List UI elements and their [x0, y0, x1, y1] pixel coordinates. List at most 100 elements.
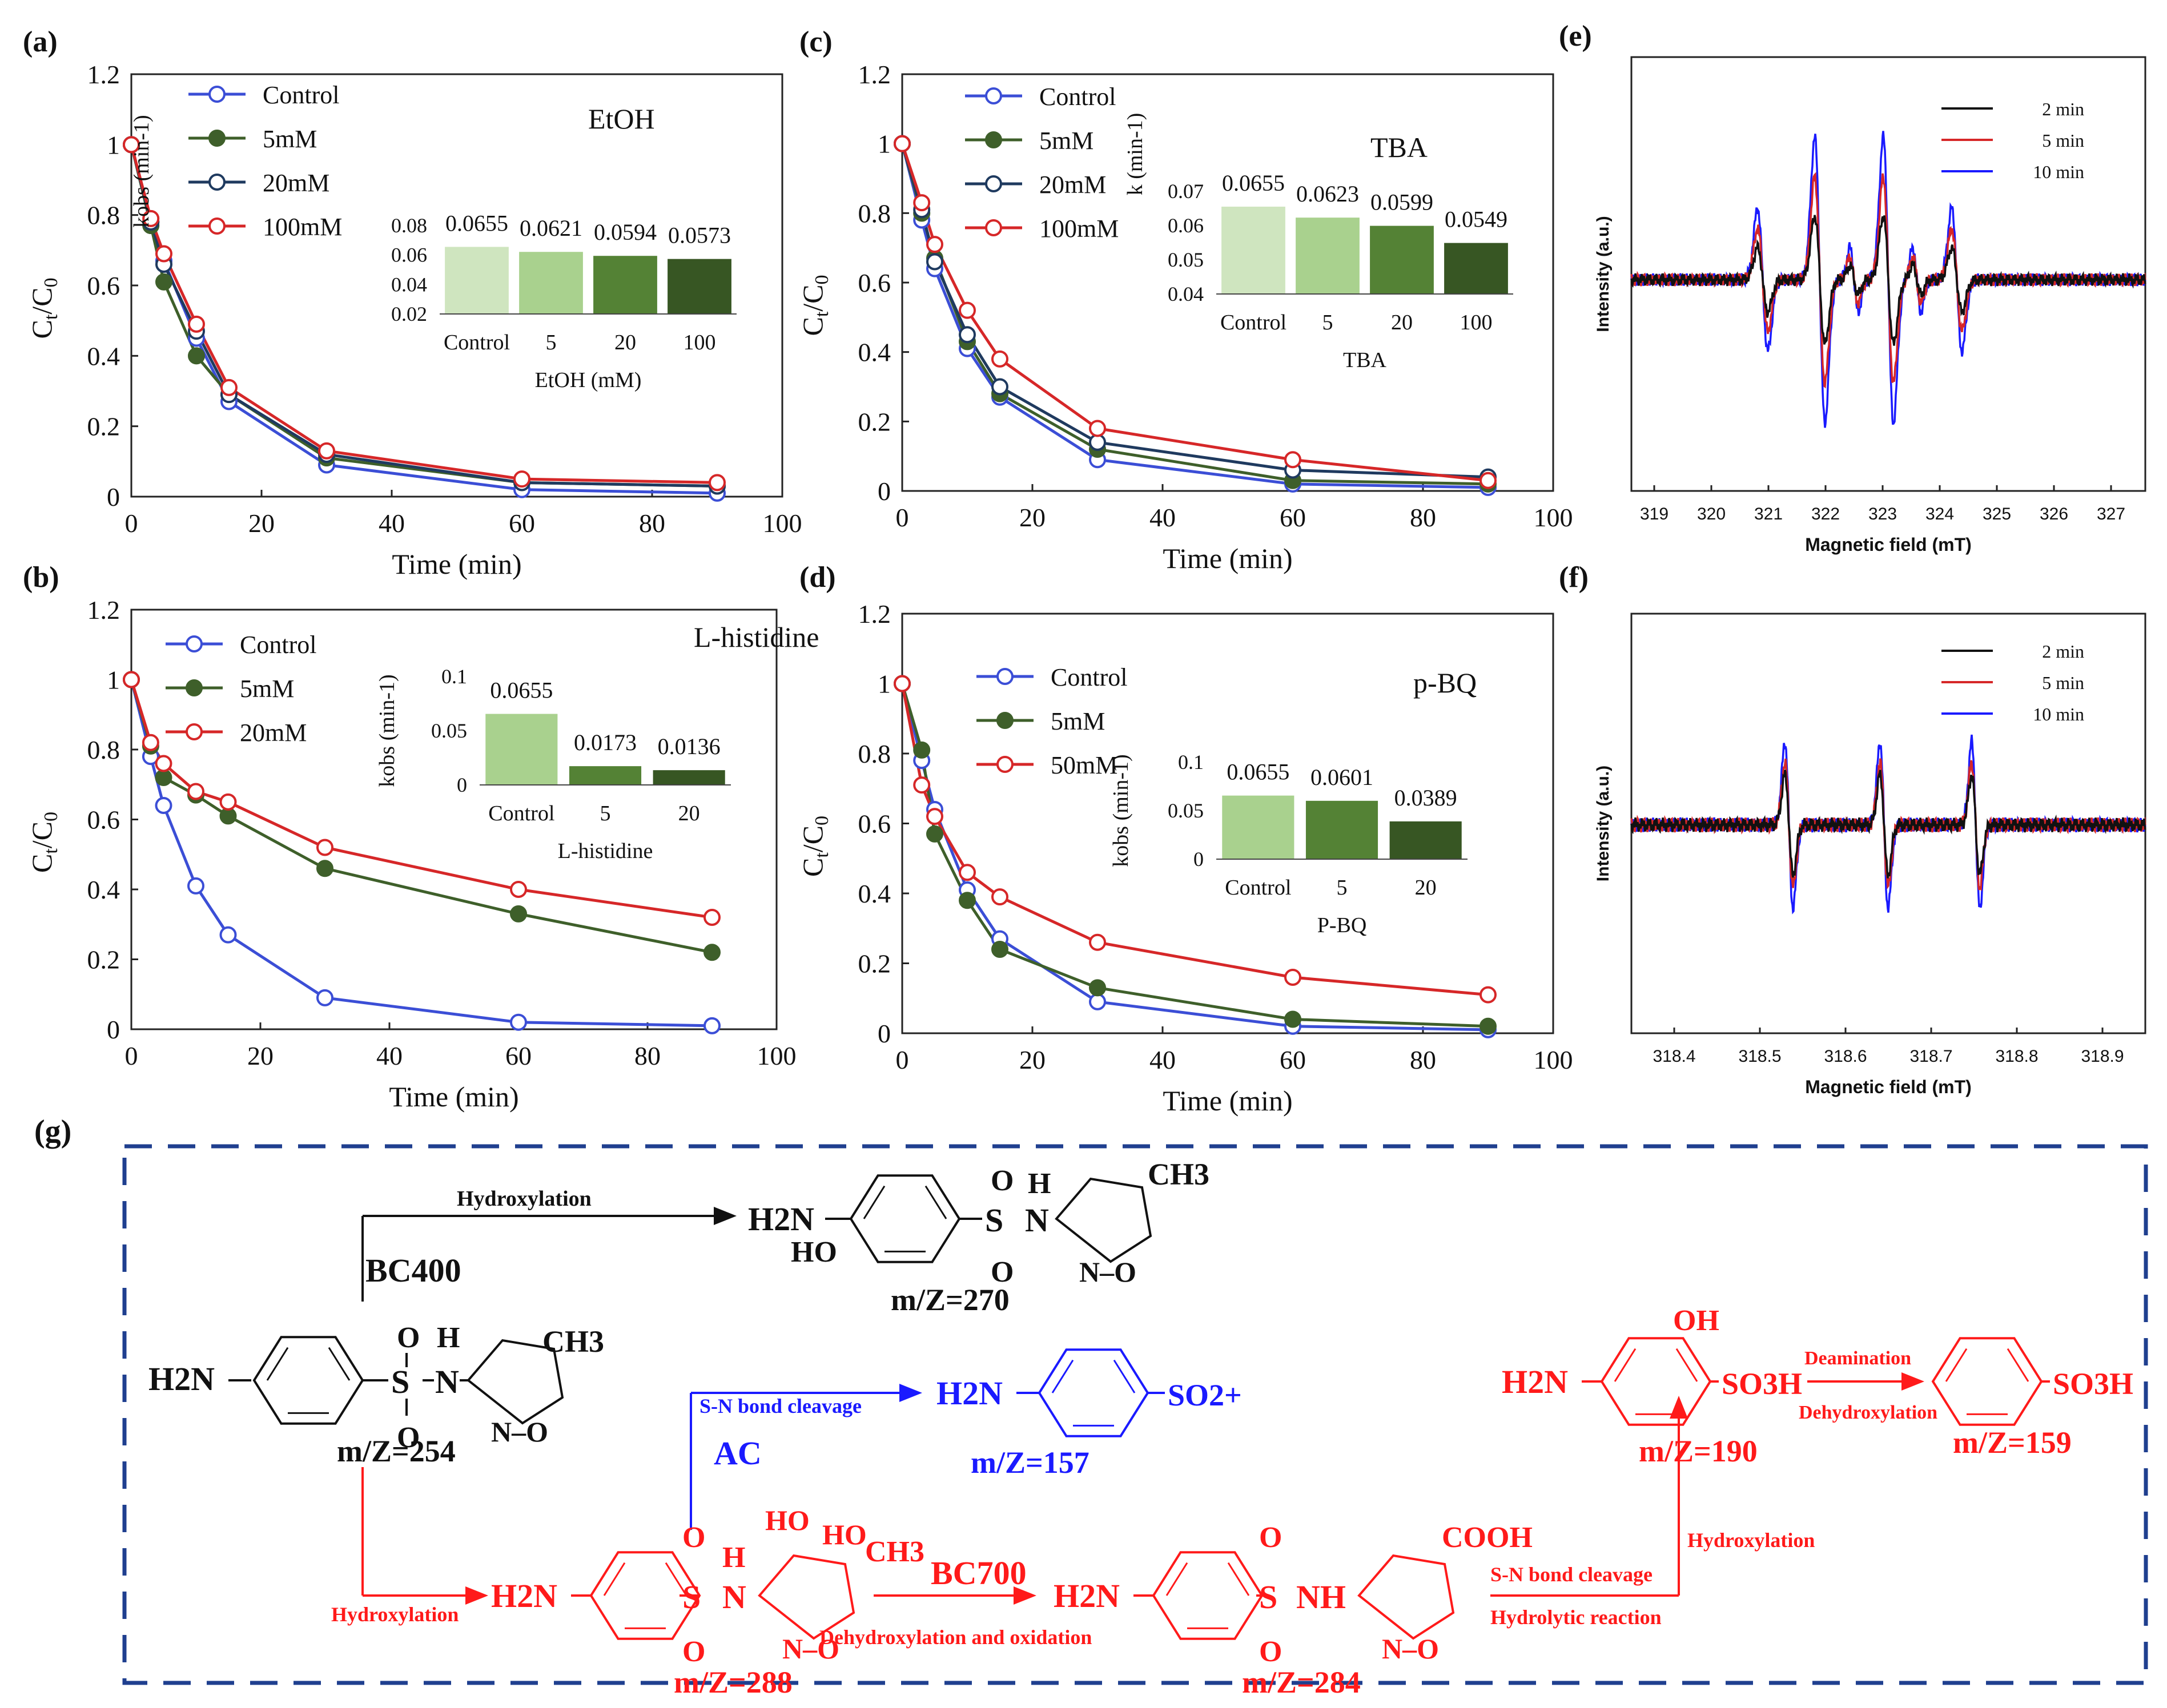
data-point — [926, 236, 943, 253]
inset-category: Control — [1220, 311, 1286, 335]
ring-double-bond — [1113, 1359, 1136, 1393]
inset-bar — [1444, 243, 1508, 294]
data-point — [513, 470, 530, 488]
isoxazole-ring — [758, 1554, 855, 1640]
panel-g-reaction-pathway: (g)H2N SOOHNCH3N–Om/Z=254HydroxylationBC4… — [34, 1114, 2148, 1699]
x-axis-title: Magnetic field (mT) — [1805, 534, 1972, 555]
panel-b: (b) 0 0.2 0.4 0.6 0.8 1 1.2 0 20 40 60 80 100 Time (mi… — [23, 561, 819, 1113]
benzene-ring — [1152, 1551, 1264, 1640]
legend-marker — [985, 219, 1002, 236]
inset-bar — [1222, 795, 1294, 859]
data-point — [1479, 1017, 1497, 1035]
isoxazole-ring — [1357, 1554, 1455, 1640]
inset-category: 100 — [684, 331, 716, 355]
legend-marker — [208, 86, 226, 103]
data-point — [510, 905, 527, 923]
inset-bar — [593, 256, 657, 314]
hydroxyl-group: HO — [765, 1504, 810, 1536]
data-point — [316, 839, 333, 856]
amine-group: H2N — [491, 1577, 557, 1614]
methyl-group: CH3 — [542, 1324, 604, 1359]
y-tick-label: 1.2 — [87, 595, 120, 625]
x-tick-label: 100 — [763, 509, 802, 538]
ring-double-bond — [328, 1347, 351, 1381]
scavenger-annotation: EtOH — [588, 103, 655, 135]
x-axis-title: Magnetic field (mT) — [1805, 1077, 1972, 1097]
x-tick-label: 20 — [248, 509, 275, 538]
data-point — [1284, 451, 1301, 469]
data-point — [959, 864, 976, 881]
inset-bar-value: 0.0601 — [1310, 764, 1373, 790]
y-axis-title: Ct/C0 — [26, 812, 62, 873]
scavenger-annotation: L-histidine — [694, 621, 819, 653]
data-point — [510, 1013, 527, 1031]
legend-marker — [208, 174, 226, 191]
y-tick-label: 0.8 — [858, 739, 891, 768]
data-point — [894, 135, 911, 152]
data-point — [188, 347, 205, 365]
inset-bar-value: 0.0655 — [1222, 170, 1285, 196]
oxygen-atom: O — [682, 1521, 705, 1554]
y-tick-label: 0 — [107, 1015, 120, 1044]
nitrogen-atom: N — [722, 1578, 746, 1616]
legend-label: 2 min — [2042, 99, 2084, 119]
y-tick-label: 0.8 — [87, 735, 120, 764]
x-tick-label: 326 — [2040, 505, 2068, 523]
ring-double-bond — [266, 1347, 289, 1381]
x-tick-label: 80 — [1410, 1045, 1436, 1074]
bc700-label: BC700 — [931, 1554, 1027, 1592]
panel-d: (d) 0 0.2 0.4 0.6 0.8 1 1.2 0 20 40 60 80 100 Time (mi… — [797, 561, 1573, 1117]
x-tick-label: 324 — [1925, 505, 1954, 523]
arrow-head — [1670, 1396, 1688, 1419]
data-point — [1089, 933, 1106, 951]
legend-label: 5 min — [2042, 672, 2084, 693]
x-axis-title: Time (min) — [1163, 542, 1292, 574]
inset-y-tick: 0.06 — [391, 244, 427, 267]
inset-bar-value: 0.0655 — [445, 210, 508, 236]
data-point — [316, 860, 333, 877]
ring-double-bond — [1945, 1348, 1968, 1382]
x-tick-label: 0 — [125, 1041, 138, 1070]
data-point — [123, 671, 140, 688]
inset-y-tick: 0.05 — [431, 719, 467, 742]
deamination-label: Deamination — [1804, 1348, 1911, 1369]
y-tick-label: 0.6 — [87, 805, 120, 835]
inset-x-title: EtOH (mM) — [535, 368, 642, 392]
x-tick-label: 40 — [376, 1041, 403, 1070]
benzene-ring — [1931, 1337, 2043, 1426]
data-point — [1284, 1010, 1301, 1028]
y-tick-label: 0.2 — [87, 412, 120, 441]
hydrogen-atom: H — [437, 1322, 460, 1354]
y-tick-label: 0.6 — [858, 809, 891, 839]
inset-category: Control — [444, 331, 510, 355]
isoxazole-ring — [467, 1339, 564, 1425]
data-point — [703, 1017, 721, 1034]
amine-group: H2N — [1054, 1577, 1120, 1614]
data-point — [991, 378, 1008, 396]
methyl-group: CH3 — [865, 1536, 924, 1568]
inset-y-title: kobs (min-1) — [1109, 754, 1133, 867]
y-tick-label: 0.2 — [858, 407, 891, 436]
inset-y-tick: 0.06 — [1168, 214, 1204, 237]
benzene-ring — [252, 1336, 364, 1425]
mz-254-label: m/Z=254 — [337, 1434, 456, 1468]
ac-label: AC — [714, 1435, 762, 1472]
benzene-ring — [849, 1174, 961, 1263]
x-tick-label: 318.5 — [1738, 1047, 1781, 1066]
ring-double-bond — [1165, 1562, 1188, 1596]
inset-bar-value: 0.0594 — [594, 219, 657, 245]
inset-bar — [668, 259, 731, 314]
x-tick-label: 318.6 — [1824, 1047, 1867, 1066]
data-point — [1479, 472, 1497, 489]
inset-bar — [1389, 821, 1462, 859]
data-point — [1089, 993, 1106, 1010]
mz-190-label: m/Z=190 — [1639, 1434, 1758, 1468]
inset-category: 20 — [1391, 311, 1413, 335]
data-point — [318, 442, 335, 460]
data-point — [155, 755, 172, 772]
inset-y-tick: 0.04 — [391, 273, 427, 296]
benzene-ring — [1600, 1337, 1712, 1426]
inset-category: 5 — [546, 331, 557, 355]
inset-y-tick: 0.05 — [1168, 248, 1204, 271]
y-tick-label: 0.2 — [858, 949, 891, 978]
